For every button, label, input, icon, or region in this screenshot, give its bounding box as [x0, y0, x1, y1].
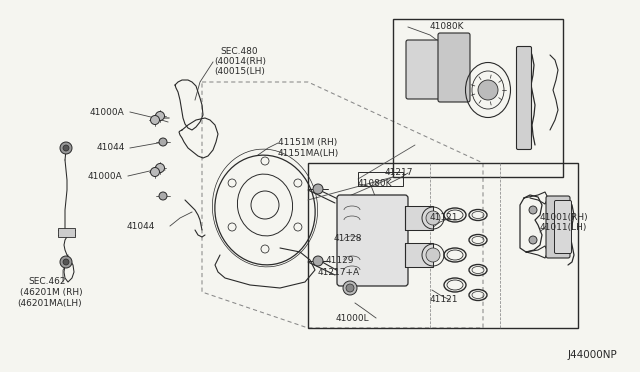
Circle shape — [346, 284, 354, 292]
Circle shape — [343, 281, 357, 295]
Circle shape — [63, 259, 69, 265]
Circle shape — [426, 248, 440, 262]
Circle shape — [150, 115, 159, 125]
Text: 41044: 41044 — [127, 222, 156, 231]
Text: (46201MA(LH): (46201MA(LH) — [17, 299, 82, 308]
Bar — [405, 206, 433, 230]
FancyBboxPatch shape — [546, 196, 570, 258]
Text: 41000L: 41000L — [336, 314, 370, 323]
Text: 41080K: 41080K — [358, 179, 392, 188]
Text: 41128: 41128 — [334, 234, 362, 243]
FancyBboxPatch shape — [516, 46, 531, 150]
Text: 41151MA(LH): 41151MA(LH) — [278, 149, 339, 158]
Text: 41080K: 41080K — [430, 22, 465, 31]
Text: 41011(LH): 41011(LH) — [540, 223, 588, 232]
Text: 41121: 41121 — [430, 295, 458, 304]
Text: 41001(RH): 41001(RH) — [540, 213, 589, 222]
Text: 41000A: 41000A — [88, 172, 123, 181]
Text: (40015(LH): (40015(LH) — [214, 67, 265, 76]
FancyBboxPatch shape — [337, 195, 408, 286]
Circle shape — [529, 236, 537, 244]
Text: (40014(RH): (40014(RH) — [214, 57, 266, 66]
Bar — [308, 163, 578, 328]
Text: 41000A: 41000A — [90, 108, 125, 117]
Text: 41044: 41044 — [97, 143, 125, 152]
FancyBboxPatch shape — [554, 201, 572, 253]
Bar — [58, 228, 75, 237]
Circle shape — [426, 211, 440, 225]
Text: SEC.480: SEC.480 — [220, 47, 258, 56]
Circle shape — [159, 138, 167, 146]
Text: 41217+A: 41217+A — [318, 268, 360, 277]
Text: 41151M (RH): 41151M (RH) — [278, 138, 337, 147]
Circle shape — [60, 142, 72, 154]
Circle shape — [63, 145, 69, 151]
Bar — [405, 243, 433, 267]
FancyBboxPatch shape — [406, 40, 442, 99]
Text: SEC.462: SEC.462 — [28, 277, 65, 286]
FancyBboxPatch shape — [438, 33, 470, 102]
Circle shape — [60, 256, 72, 268]
Text: (46201M (RH): (46201M (RH) — [20, 288, 83, 297]
Bar — [393, 19, 563, 177]
Circle shape — [156, 164, 164, 173]
Circle shape — [529, 206, 537, 214]
Circle shape — [159, 192, 167, 200]
Circle shape — [478, 80, 498, 100]
Circle shape — [150, 167, 159, 176]
Circle shape — [313, 256, 323, 266]
Bar — [358, 172, 403, 186]
Circle shape — [156, 112, 164, 121]
Text: J44000NP: J44000NP — [568, 350, 618, 360]
Text: 41121: 41121 — [430, 213, 458, 222]
Text: 41129: 41129 — [326, 256, 355, 265]
Text: 41217: 41217 — [385, 168, 413, 177]
Circle shape — [313, 184, 323, 194]
